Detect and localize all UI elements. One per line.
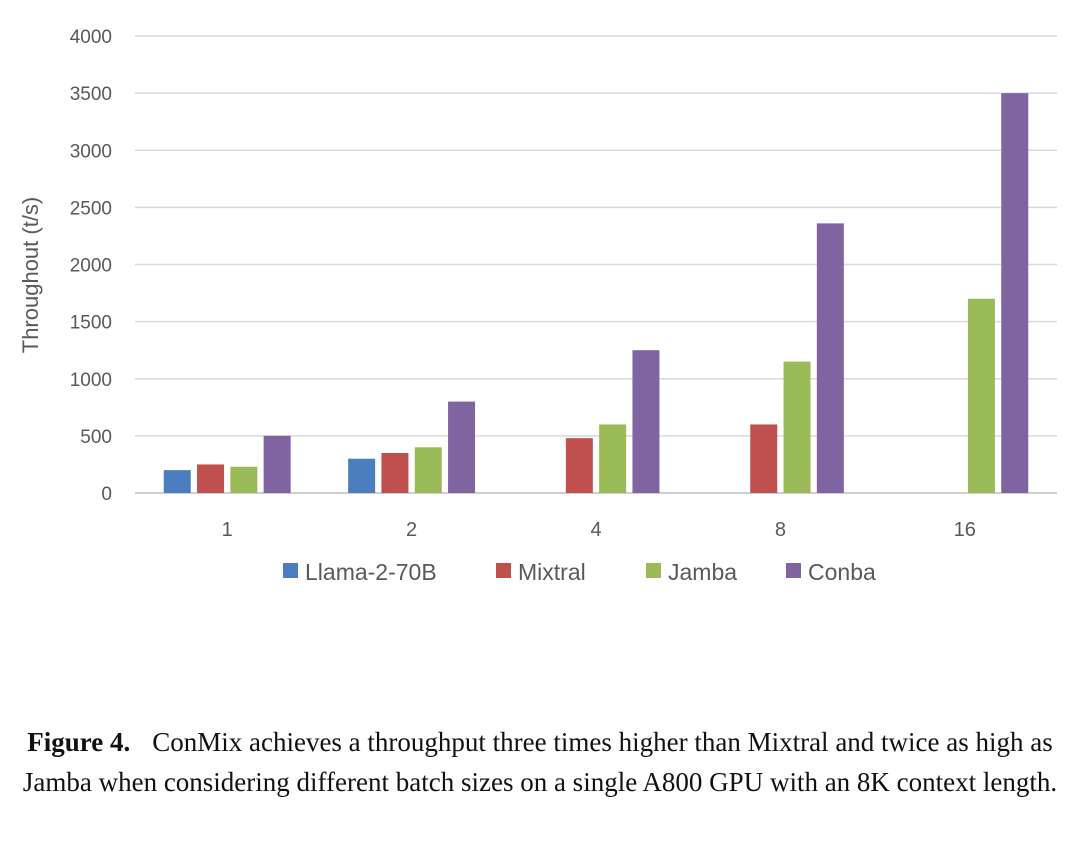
bar-llama-2-70b-1 bbox=[163, 470, 191, 493]
y-tick-label: 0 bbox=[101, 484, 112, 505]
x-axis-ticks: 1 2 4 8 16 bbox=[222, 519, 976, 541]
y-tick-label: 2000 bbox=[70, 256, 112, 277]
y-tick-label: 3000 bbox=[70, 141, 112, 162]
figure-caption: Figure 4. ConMix achieves a throughput th… bbox=[20, 722, 1060, 802]
y-tick-label: 500 bbox=[80, 427, 112, 448]
y-axis-ticks: 0 500 1000 1500 2000 2500 3000 3500 4000 bbox=[70, 27, 112, 505]
legend: Llama-2-70B Mixtral Jamba Conba bbox=[283, 559, 876, 585]
bar-llama-2-70b-2 bbox=[348, 458, 376, 493]
bar-conba-2 bbox=[448, 401, 476, 493]
x-tick-label: 2 bbox=[406, 519, 417, 541]
bar-conba-4 bbox=[632, 350, 660, 493]
legend-swatch bbox=[283, 563, 298, 578]
legend-label: Llama-2-70B bbox=[305, 559, 437, 585]
bar-jamba-8 bbox=[783, 361, 811, 493]
bar-mixtral-1 bbox=[197, 464, 225, 493]
legend-swatch bbox=[646, 563, 661, 578]
bar-jamba-4 bbox=[599, 424, 627, 493]
y-axis-label: Throughout (t/s) bbox=[18, 197, 43, 354]
caption-label: Figure 4. bbox=[27, 727, 131, 757]
bar-conba-8 bbox=[816, 223, 844, 493]
bar-mixtral-8 bbox=[750, 424, 778, 493]
legend-label: Mixtral bbox=[518, 559, 586, 585]
x-tick-label: 8 bbox=[775, 519, 786, 541]
bar-jamba-16 bbox=[967, 298, 995, 493]
legend-swatch bbox=[786, 563, 801, 578]
bar-conba-16 bbox=[1001, 93, 1029, 493]
x-tick-label: 1 bbox=[222, 519, 233, 541]
caption-text: ConMix achieves a throughput three times… bbox=[22, 727, 1058, 797]
bars bbox=[163, 93, 1029, 493]
legend-swatch bbox=[496, 563, 511, 578]
y-tick-label: 3500 bbox=[70, 84, 112, 105]
bar-mixtral-4 bbox=[565, 438, 593, 493]
y-tick-label: 1000 bbox=[70, 370, 112, 391]
y-tick-label: 4000 bbox=[70, 27, 112, 48]
gridlines bbox=[135, 35, 1057, 494]
y-tick-label: 2500 bbox=[70, 198, 112, 219]
bar-jamba-1 bbox=[230, 466, 258, 493]
bar-conba-1 bbox=[263, 435, 291, 493]
legend-label: Jamba bbox=[668, 559, 737, 585]
x-tick-label: 4 bbox=[590, 519, 601, 541]
bar-mixtral-2 bbox=[381, 453, 409, 493]
y-tick-label: 1500 bbox=[70, 313, 112, 334]
x-tick-label: 16 bbox=[954, 519, 976, 541]
legend-label: Conba bbox=[808, 559, 876, 585]
bar-jamba-2 bbox=[414, 447, 442, 493]
